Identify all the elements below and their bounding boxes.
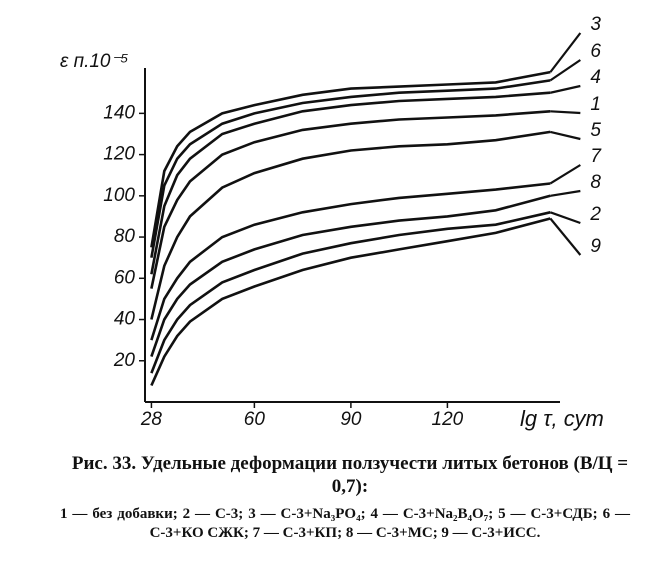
- series-label: 4: [590, 67, 601, 88]
- series-label: 8: [590, 172, 601, 193]
- series-label: 3: [590, 14, 601, 35]
- y-tick-label: 40: [114, 309, 136, 330]
- series-label: 2: [589, 204, 601, 225]
- series-label: 5: [590, 120, 601, 141]
- series-label: 7: [590, 146, 602, 167]
- caption: Рис. 33. Удельные деформации ползучести …: [71, 453, 629, 497]
- y-tick-label: 140: [103, 102, 135, 123]
- line-series: [150, 182, 551, 341]
- x-tick-label: 28: [140, 409, 163, 430]
- y-tick-label: 120: [103, 144, 135, 165]
- line-series: [150, 211, 551, 374]
- line-series: [150, 79, 551, 258]
- legend-text: 1 — без добавки; 2 — С-3; 3 — С-3+Na₃PO₄…: [60, 506, 630, 541]
- y-tick-label: 100: [103, 185, 135, 206]
- series-label: 1: [590, 94, 601, 115]
- leader-line: [549, 32, 582, 73]
- x-axis-label: lg τ, сут: [520, 406, 604, 431]
- y-tick-label: 60: [114, 267, 136, 288]
- line-series: [150, 70, 551, 248]
- x-tick-label: 120: [432, 409, 464, 430]
- line-series: [150, 110, 551, 289]
- leader-line: [549, 59, 581, 82]
- leader-line: [549, 164, 581, 185]
- x-tick-label: 90: [340, 409, 362, 430]
- leader-line: [549, 211, 581, 225]
- line-series: [150, 91, 551, 275]
- line-series: [150, 130, 551, 320]
- y-tick-label: 80: [114, 226, 136, 247]
- leader-line: [550, 130, 581, 141]
- series-label: 6: [590, 41, 601, 62]
- series-label: 9: [590, 236, 601, 257]
- y-tick-label: 20: [113, 350, 136, 371]
- y-axis-label: ε п.10⁻⁵: [60, 51, 129, 72]
- leader-line: [550, 189, 581, 197]
- leader-line: [550, 110, 581, 115]
- line-series: [150, 194, 551, 358]
- leader-line: [549, 217, 582, 256]
- leader-line: [550, 84, 581, 94]
- line-series: [150, 217, 551, 387]
- x-tick-label: 60: [244, 409, 266, 430]
